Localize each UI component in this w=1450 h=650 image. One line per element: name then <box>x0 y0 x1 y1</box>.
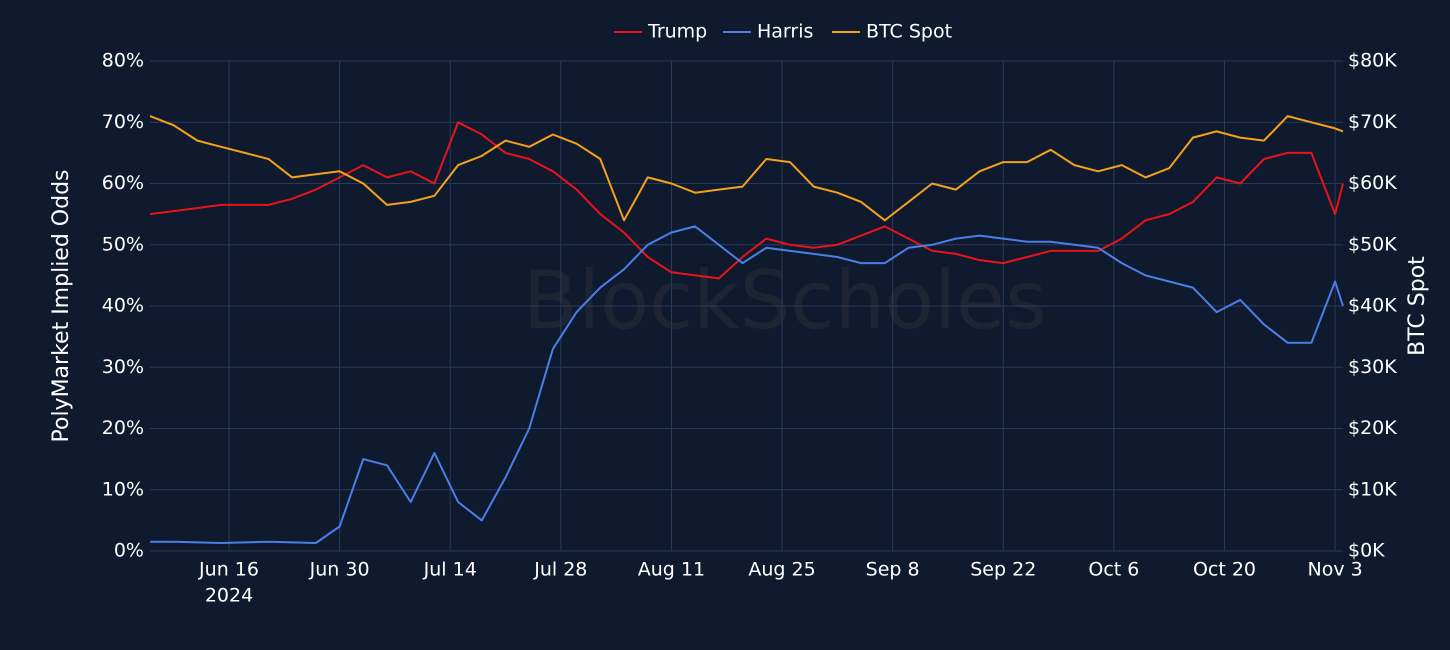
y-tick-label: 30% <box>102 356 144 378</box>
x-tick-label: Oct 6 <box>1088 559 1139 581</box>
legend-label: BTC Spot <box>866 21 952 43</box>
x-tick-label: Jun 16 <box>198 559 259 581</box>
series-line <box>150 225 1344 544</box>
y-tick-label: 10% <box>102 478 144 500</box>
x-tick-label: Nov 3 <box>1307 559 1362 581</box>
y-tick-label: 50% <box>102 233 144 255</box>
x-tick-label: Sep 8 <box>866 559 920 581</box>
x-tick-label: Jun 30 <box>309 559 370 581</box>
x-tick-sublabel: 2024 <box>205 585 253 607</box>
series-line <box>149 121 1344 280</box>
y-tick-label: 0% <box>114 540 144 562</box>
y2-tick-label: $50K <box>1348 233 1397 255</box>
y2-tick-label: $30K <box>1348 356 1397 378</box>
x-tick-label: Jul 14 <box>423 559 477 581</box>
y2-tick-label: $40K <box>1348 295 1397 317</box>
y-tick-label: 80% <box>102 50 144 72</box>
legend-label: Trump <box>647 21 707 43</box>
y-tick-label: 70% <box>102 111 144 133</box>
y2-tick-label: $20K <box>1348 417 1397 439</box>
series-line <box>149 115 1344 222</box>
y-tick-label: 40% <box>102 295 144 317</box>
x-tick-label: Oct 20 <box>1193 559 1256 581</box>
y2-tick-label: $60K <box>1348 172 1397 194</box>
x-tick-label: Aug 25 <box>748 559 815 581</box>
y2-axis-title: BTC Spot <box>1405 256 1430 356</box>
y2-tick-label: $80K <box>1348 50 1397 72</box>
x-tick-label: Aug 11 <box>638 559 705 581</box>
y2-tick-label: $0K <box>1348 540 1385 562</box>
y-tick-label: 60% <box>102 172 144 194</box>
x-tick-label: Sep 22 <box>970 559 1036 581</box>
legend-label: Harris <box>757 21 813 43</box>
watermark: BlockScholes <box>523 254 1047 347</box>
y2-tick-label: $70K <box>1348 111 1397 133</box>
x-tick-label: Jul 28 <box>533 559 587 581</box>
y-axis-title: PolyMarket Implied Odds <box>49 169 74 442</box>
y2-tick-label: $10K <box>1348 478 1397 500</box>
y-tick-label: 20% <box>102 417 144 439</box>
